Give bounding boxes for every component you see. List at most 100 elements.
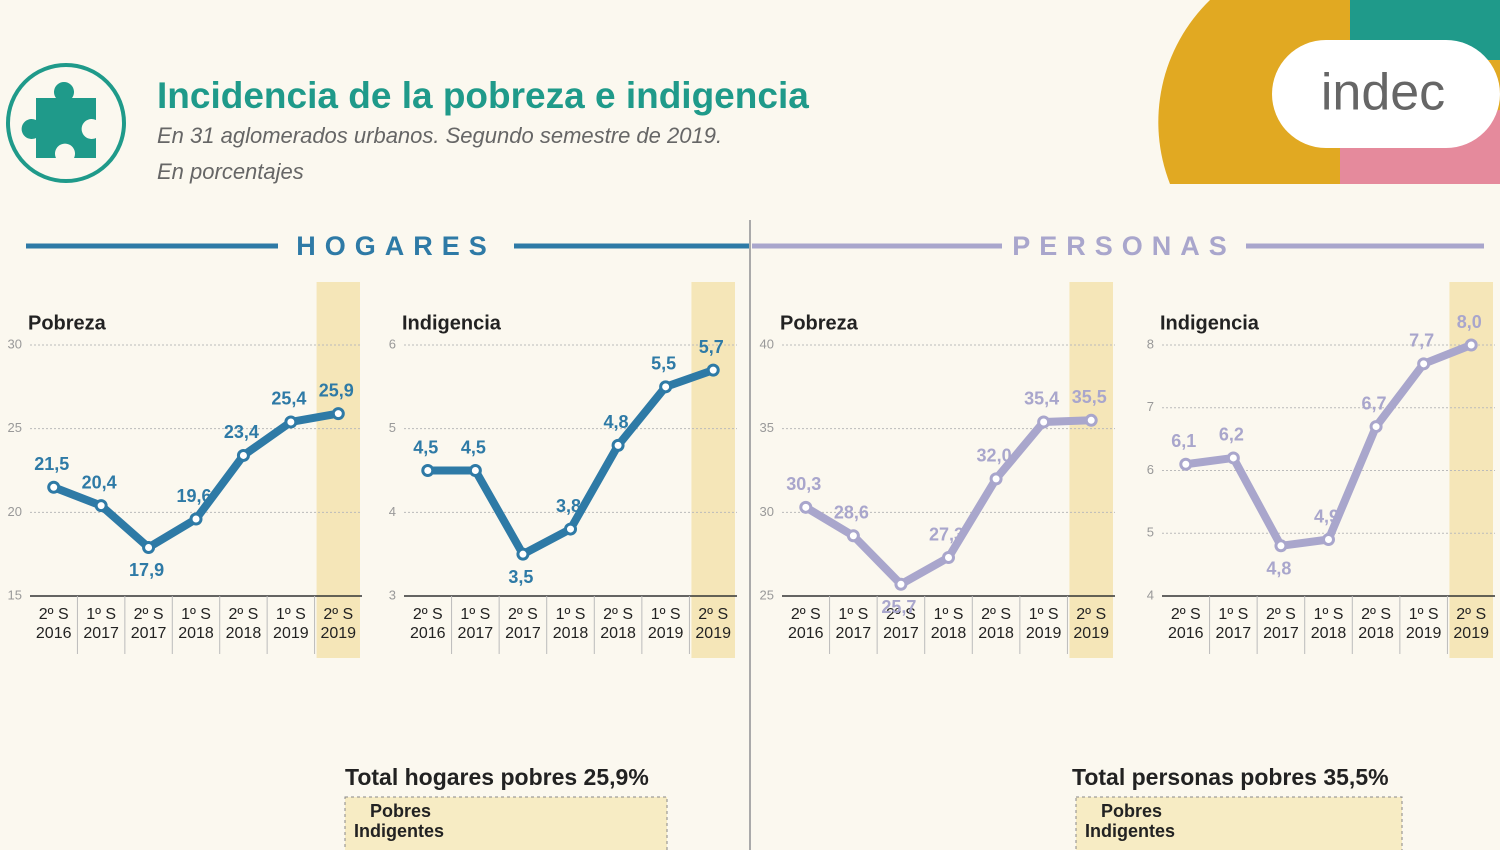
x-tick-label: 2019	[1406, 625, 1442, 642]
x-tick-label: 1º S	[181, 606, 211, 623]
value-label: 3,5	[508, 567, 533, 587]
point	[942, 551, 955, 565]
value-label: 35,5	[1072, 387, 1107, 407]
point	[284, 415, 298, 429]
box-label: Pobres	[1101, 801, 1162, 821]
x-tick-label: 1º S	[838, 606, 868, 623]
x-tick-label: 2017	[505, 625, 541, 642]
y-tick-label: 5	[1147, 525, 1154, 540]
x-tick-label: 1º S	[651, 606, 681, 623]
value-label: 25,4	[271, 389, 306, 409]
value-label: 19,6	[176, 486, 211, 506]
chart-title: Pobreza	[28, 312, 107, 334]
value-label: 8,0	[1457, 312, 1482, 332]
point	[706, 363, 720, 377]
y-tick-label: 25	[8, 420, 22, 435]
point	[799, 500, 813, 514]
value-label: 17,9	[129, 560, 164, 580]
y-tick-label: 20	[8, 504, 22, 519]
y-tick-label: 35	[760, 420, 774, 435]
point	[94, 499, 108, 513]
value-label: 6,1	[1171, 431, 1196, 451]
value-label: 4,9	[1314, 506, 1339, 526]
total-box	[344, 796, 668, 850]
x-tick-label: 2018	[1358, 625, 1394, 642]
total-title: Total personas pobres 35,5%	[1072, 764, 1389, 790]
x-tick-label: 2º S	[886, 606, 916, 623]
x-tick-label: 2019	[320, 625, 356, 642]
x-tick-label: 2017	[883, 625, 919, 642]
y-tick-label: 25	[760, 587, 774, 602]
point	[236, 448, 250, 462]
point	[1322, 533, 1335, 547]
total-title: Total hogares pobres 25,9%	[345, 764, 649, 790]
x-tick-label: 2017	[1263, 625, 1299, 642]
x-tick-label: 2016	[36, 625, 72, 642]
point	[1417, 357, 1431, 371]
point	[1037, 415, 1051, 429]
value-label: 6,7	[1362, 393, 1387, 413]
y-tick-label: 3	[389, 587, 396, 602]
value-label: 6,2	[1219, 425, 1244, 445]
x-tick-label: 1º S	[1029, 606, 1059, 623]
point	[1464, 338, 1478, 352]
value-label: 25,7	[881, 597, 916, 617]
chart-title: Indigencia	[1160, 312, 1260, 334]
x-tick-label: 1º S	[556, 606, 586, 623]
y-tick-label: 4	[389, 504, 396, 519]
x-tick-label: 2º S	[323, 606, 353, 623]
x-tick-label: 2018	[600, 625, 636, 642]
chart-title: Indigencia	[402, 312, 502, 334]
value-label: 4,5	[461, 437, 486, 457]
x-tick-label: 2019	[273, 625, 309, 642]
point	[189, 512, 203, 526]
value-label: 20,4	[82, 472, 117, 492]
x-tick-label: 2019	[695, 625, 731, 642]
x-tick-label: 2019	[1453, 625, 1489, 642]
value-label: 35,4	[1024, 389, 1059, 409]
x-tick-label: 2018	[1311, 625, 1347, 642]
y-tick-label: 40	[760, 336, 774, 351]
highlight-column	[1069, 282, 1113, 658]
x-tick-label: 2º S	[981, 606, 1011, 623]
title: Incidencia de la pobreza e indigencia	[157, 75, 809, 116]
point	[468, 464, 482, 477]
y-tick-label: 30	[8, 336, 22, 351]
x-tick-label: 2016	[410, 625, 446, 642]
y-tick-label: 4	[1147, 587, 1154, 602]
x-tick-label: 2º S	[508, 606, 538, 623]
x-tick-label: 2017	[1216, 625, 1252, 642]
point	[1274, 539, 1288, 553]
point	[611, 438, 625, 452]
value-label: 25,9	[319, 380, 354, 400]
x-tick-label: 2º S	[603, 606, 633, 623]
x-tick-label: 2º S	[791, 606, 821, 623]
box-label: Indigentes	[1085, 821, 1175, 841]
x-tick-label: 2º S	[1266, 606, 1296, 623]
box-label: Indigentes	[354, 821, 444, 841]
note: En porcentajes	[157, 159, 304, 184]
value-label: 21,5	[34, 454, 69, 474]
x-tick-label: 1º S	[1218, 606, 1248, 623]
x-tick-label: 2º S	[413, 606, 443, 623]
y-tick-label: 15	[8, 587, 22, 602]
highlight-column	[316, 282, 360, 658]
value-label: 32,0	[977, 446, 1012, 466]
value-label: 4,8	[1266, 559, 1291, 579]
value-label: 7,7	[1409, 331, 1434, 351]
y-tick-label: 30	[760, 504, 774, 519]
point	[564, 522, 577, 536]
x-tick-label: 2º S	[39, 606, 69, 623]
point	[846, 529, 860, 543]
point	[1084, 413, 1098, 427]
x-tick-label: 1º S	[1314, 606, 1344, 623]
x-tick-label: 1º S	[934, 606, 964, 623]
x-tick-label: 2º S	[698, 606, 728, 623]
point	[331, 407, 345, 421]
x-tick-label: 2º S	[1361, 606, 1391, 623]
value-label: 23,4	[224, 422, 259, 442]
x-tick-label: 2019	[1073, 625, 1109, 642]
x-tick-label: 2º S	[1076, 606, 1106, 623]
value-label: 5,7	[699, 337, 724, 357]
